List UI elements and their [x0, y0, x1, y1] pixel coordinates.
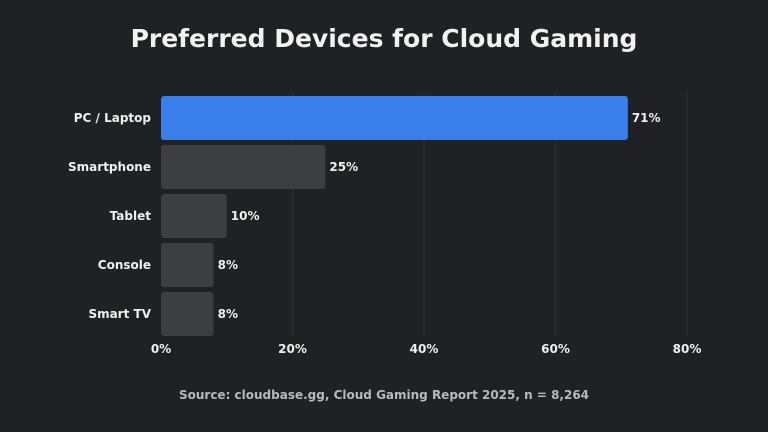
data-label: 10% — [231, 209, 260, 223]
bar-pc-laptop — [161, 96, 628, 140]
bar-smartphone — [161, 145, 326, 189]
category-label: Tablet — [110, 209, 152, 223]
data-label: 8% — [218, 258, 238, 272]
x-tick-label: 40% — [410, 342, 439, 356]
chart-title: Preferred Devices for Cloud Gaming — [130, 24, 638, 53]
category-label: PC / Laptop — [74, 111, 152, 125]
category-label: Smartphone — [68, 160, 151, 174]
x-tick-label: 20% — [278, 342, 307, 356]
x-tick-label: 60% — [541, 342, 570, 356]
x-tick-label: 0% — [151, 342, 171, 356]
bar-console — [161, 243, 214, 287]
data-label: 25% — [329, 160, 358, 174]
data-label: 8% — [218, 307, 238, 321]
bar-smart-tv — [161, 292, 214, 336]
bar-tablet — [161, 194, 227, 238]
data-label: 71% — [632, 111, 661, 125]
x-tick-label: 80% — [673, 342, 702, 356]
category-label: Smart TV — [88, 307, 151, 321]
source-note: Source: cloudbase.gg, Cloud Gaming Repor… — [178, 388, 590, 402]
category-label: Console — [98, 258, 151, 272]
